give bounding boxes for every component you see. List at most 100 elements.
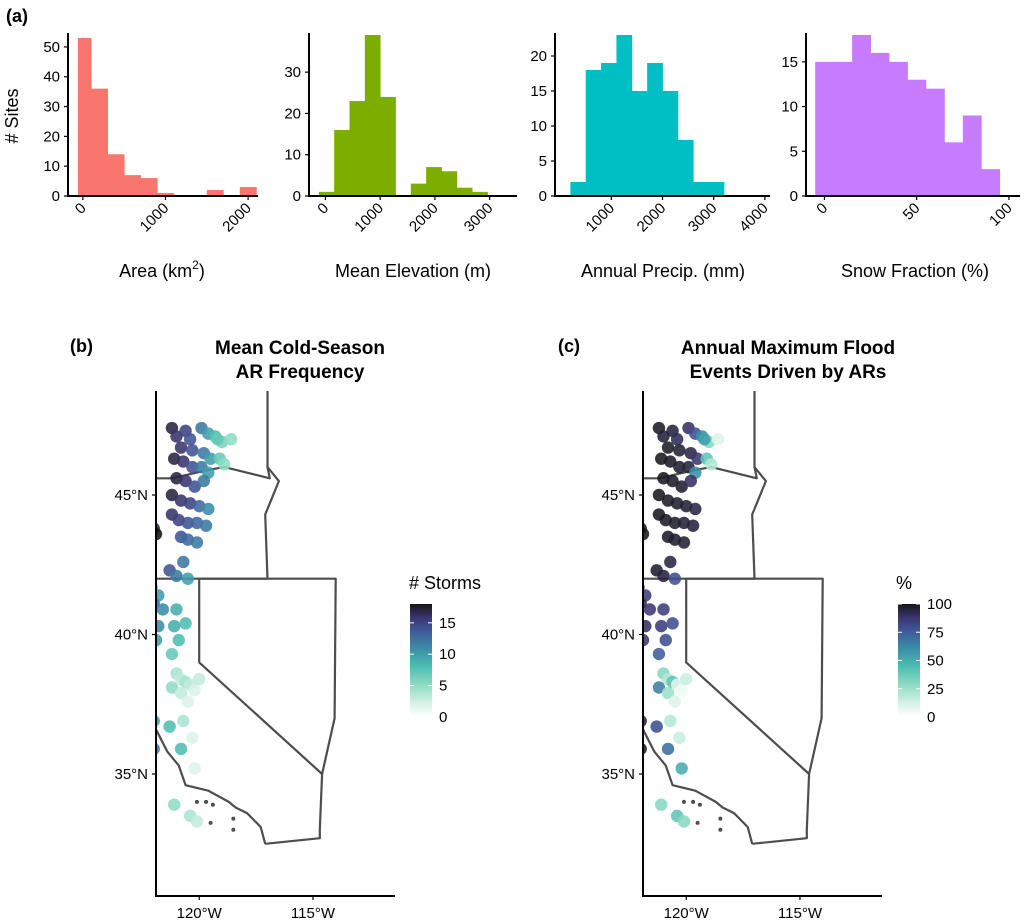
map-b-site-point: [156, 619, 165, 633]
map-b-legend-label: 5: [439, 678, 447, 695]
hist-precip-bar: [677, 140, 694, 196]
panel-label-a: (a): [6, 6, 28, 26]
hist-snow-bar: [962, 115, 982, 196]
map-b-site-point: [188, 480, 201, 493]
hist-precip-ytick-label: 20: [530, 48, 547, 65]
hist-area-ytick-label: 30: [43, 99, 60, 116]
map-b-site-point: [143, 612, 155, 624]
map-b-site-point: [177, 714, 190, 728]
map-b-island: [231, 816, 236, 821]
hist-snow-bar: [889, 61, 908, 197]
map-b-site-point: [168, 798, 181, 811]
hist-elevation-ytick-label: 30: [284, 64, 301, 81]
map-b-site-point: [170, 569, 183, 583]
map-b-legend-title: # Storms: [409, 573, 481, 593]
map-b-ytick-label: 40°N: [114, 627, 148, 644]
map-c-site-point: [666, 474, 679, 488]
map-b-island: [231, 827, 236, 832]
map-b-site-point: [156, 633, 163, 647]
hist-snow-bar: [907, 79, 927, 196]
map-b-site-point: [197, 474, 210, 488]
map-b-state-border: [199, 577, 337, 775]
map-c-ytick-label: 45°N: [601, 487, 635, 504]
map-b-site-point: [188, 762, 201, 775]
map-b-site-point: [168, 619, 181, 633]
hist-area-ylabel: # Sites: [2, 88, 22, 143]
map-b-island: [204, 799, 209, 804]
hist-elevation-bar: [318, 191, 335, 196]
map-b-island: [208, 820, 213, 825]
map-b-site-point: [204, 452, 217, 465]
map-b-site-point: [190, 536, 204, 549]
map-c-coastline: [643, 727, 754, 845]
map-c-site-point: [675, 684, 688, 697]
map-c-site-point: [643, 619, 652, 633]
map-b-site-point: [165, 647, 179, 661]
hist-area-bar: [91, 88, 109, 196]
map-c-title-line2: Events Driven by ARs: [690, 362, 887, 383]
map-c-site-point: [661, 686, 675, 700]
map-b-site-point: [188, 684, 201, 697]
map-c-island: [681, 799, 686, 804]
map-c-site-point: [643, 633, 650, 647]
hist-elevation-bar: [349, 101, 366, 196]
map-c-site-point: [652, 647, 666, 661]
hist-snow-ytick-label: 5: [790, 143, 798, 160]
map-c-xtick-label: 115°W: [778, 905, 823, 922]
map-c-site-point: [711, 433, 725, 446]
map-b-site-point: [193, 672, 206, 686]
map-c-ytick-label: 40°N: [601, 627, 635, 644]
map-c-island: [697, 802, 702, 807]
hist-precip-xlabel: Annual Precip. (mm): [581, 261, 745, 281]
map-c-site-point: [652, 488, 666, 502]
map-b-xtick-label: 120°W: [177, 905, 223, 922]
hist-snow-bar: [815, 61, 835, 197]
hist-snow-bar: [852, 35, 871, 196]
hist-elevation-bar: [456, 187, 473, 196]
map-c-site-point: [680, 672, 693, 686]
map-c-site-point: [670, 433, 684, 446]
map-b-layers: [143, 391, 337, 845]
map-c-site-point: [655, 619, 668, 633]
map-b-site-point: [170, 430, 183, 443]
map-c-site-point: [625, 645, 637, 657]
map-c-title-line1: Annual Maximum Flood: [681, 338, 895, 359]
map-flood-events: Annual Maximum Flood Events Driven by AR…: [601, 338, 952, 922]
map-b-site-point: [179, 474, 192, 488]
hist-elevation-ytick-label: 0: [293, 188, 301, 205]
map-b-site-point: [156, 603, 170, 616]
map-b-site-point: [186, 460, 199, 474]
map-b-site-point: [177, 555, 190, 569]
hist-elevation-ytick-label: 10: [284, 147, 301, 164]
map-c-site-point: [673, 444, 686, 457]
hist-elevation-xtick-label: 1000: [351, 200, 387, 236]
map-c-layers: [625, 391, 824, 845]
map-b-island: [194, 799, 199, 804]
hist-snow-xlabel: Snow Fraction (%): [841, 261, 989, 281]
map-c-site-point: [664, 555, 677, 569]
map-c-legend-title: %: [896, 573, 912, 593]
hist-precip-bar: [662, 91, 679, 196]
histogram-elevation: Mean Elevation (m) 0 10 20 30 0 1000 2000 3000: [284, 33, 517, 281]
map-c-site-point: [661, 742, 675, 756]
hist-elevation-xlabel: Mean Elevation (m): [335, 261, 491, 281]
hist-elevation-xtick-label: 3000: [461, 200, 497, 236]
map-b-site-point: [202, 502, 215, 516]
hist-precip-bar: [585, 70, 602, 196]
map-b-legend-label: 15: [439, 615, 456, 632]
map-b-site-point: [199, 519, 213, 532]
map-b-site-point: [174, 686, 188, 700]
map-b-site-point: [156, 715, 160, 727]
map-b-xtick-label: 115°W: [291, 905, 336, 922]
hist-elevation-bar: [380, 96, 396, 196]
hist-elevation-xtick-label: 0: [314, 200, 332, 218]
map-c-site-point: [659, 633, 672, 647]
hist-elevation-ytick-label: 20: [284, 105, 301, 122]
panel-label-b: (b): [70, 336, 93, 356]
hist-precip-bar: [693, 182, 709, 196]
histogram-area: Area (km2) # Sites 0 10 20 30 40 50 0 1000 2000: [2, 33, 258, 281]
map-b-site-point: [156, 527, 163, 541]
map-c-site-point: [677, 815, 691, 828]
map-c-site-point: [673, 731, 686, 744]
